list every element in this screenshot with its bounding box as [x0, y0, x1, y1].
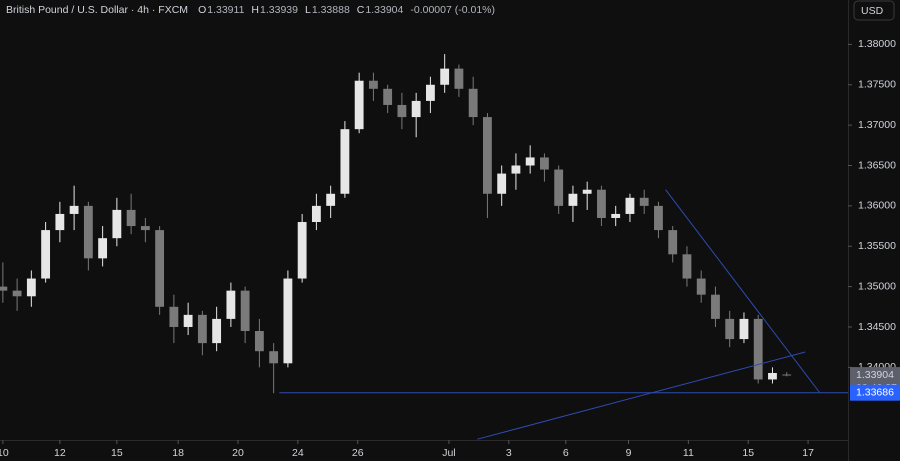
candle-body: [497, 173, 507, 194]
candle-body: [254, 331, 264, 352]
candle-body: [582, 189, 592, 194]
ohlc-value: 1.33939: [260, 4, 298, 16]
candle-body: [525, 157, 535, 166]
candle-body: [654, 205, 663, 231]
candle-body: [454, 68, 464, 89]
candle-body: [768, 372, 777, 380]
candle-body: [468, 88, 478, 118]
candle-body: [12, 290, 22, 297]
candle-body: [183, 314, 193, 327]
candle-body: [753, 318, 763, 380]
candle-body: [269, 351, 279, 364]
plot-area: [0, 54, 848, 440]
ohlc-key: H: [251, 4, 259, 16]
trendline: [477, 351, 806, 440]
candle-body: [155, 230, 165, 307]
ohlc-key: C: [357, 4, 365, 16]
currency-button[interactable]: [853, 0, 895, 21]
candle-body: [83, 205, 93, 259]
x-tick-label: 3: [506, 447, 512, 459]
chart-title: British Pound / U.S. Dollar · 4h · FXCM: [6, 4, 188, 16]
candle-body: [711, 294, 720, 319]
x-tick-label: Jul: [442, 447, 455, 459]
candle-body: [326, 193, 336, 206]
candle-body: [639, 197, 649, 206]
x-tick-label: 26: [352, 447, 364, 459]
candle-body: [240, 290, 250, 332]
candle-body: [112, 209, 122, 239]
x-tick-label: 20: [232, 447, 244, 459]
trendline: [665, 189, 820, 393]
currency-label[interactable]: USD: [861, 5, 884, 17]
x-tick-label: 15: [742, 447, 754, 459]
candle-body: [354, 80, 364, 130]
candle-body: [739, 318, 749, 340]
candle-body: [511, 165, 521, 174]
candle-body: [668, 230, 678, 255]
y-tick-label: 1.36500: [858, 159, 896, 171]
x-tick-label: 12: [54, 447, 66, 459]
candle-body: [311, 205, 321, 223]
candle-body: [411, 100, 421, 118]
x-tick-label: 17: [802, 447, 814, 459]
x-tick-label: 6: [563, 447, 569, 459]
candle-body: [212, 318, 222, 344]
candle-body: [425, 84, 435, 101]
candle-body: [368, 80, 378, 89]
header: British Pound / U.S. Dollar · 4h · FXCM …: [6, 4, 495, 16]
y-tick-label: 1.35500: [858, 240, 896, 252]
candle-body: [41, 230, 51, 279]
y-tick-label: 1.38000: [858, 38, 896, 50]
candle-body: [197, 314, 207, 344]
candle-body: [55, 213, 65, 231]
candle-body: [169, 306, 179, 327]
ohlc-key: O: [198, 4, 206, 16]
candle-body: [383, 88, 393, 105]
x-tick-label: 15: [111, 447, 123, 459]
x-tick-label: 10: [0, 447, 9, 459]
x-tick-label: 11: [683, 447, 694, 459]
candle-body: [397, 104, 407, 118]
x-tick-label: 24: [292, 447, 304, 459]
candle-body: [440, 68, 450, 85]
y-tick-label: 1.34500: [858, 321, 896, 333]
candle-body: [540, 157, 549, 170]
candle-body: [26, 278, 36, 297]
candle-body: [126, 209, 136, 227]
candle-body: [283, 278, 293, 364]
ohlc-value: 1.33888: [312, 4, 350, 16]
candle-body: [568, 193, 578, 206]
ohlc-value: 1.33911: [207, 4, 244, 16]
candle-body: [69, 205, 79, 214]
candle-body: [696, 278, 706, 295]
candle-body: [611, 213, 621, 218]
candle-body: [226, 290, 236, 319]
candle-body: [297, 222, 307, 279]
y-tick-label: 1.37500: [858, 79, 896, 91]
level-price-box: [850, 384, 900, 401]
change: -0.00007 (-0.01%): [410, 4, 495, 16]
y-tick-label: 1.35000: [858, 280, 896, 292]
candle-body: [483, 117, 492, 194]
x-tick-label: 9: [626, 447, 632, 459]
x-tick-label: 18: [172, 447, 184, 459]
candle-body: [782, 374, 792, 376]
candle-body: [0, 286, 8, 291]
level-price-label: 1.33686: [856, 386, 894, 398]
y-tick-label: 1.36000: [858, 200, 896, 212]
ohlc-key: L: [305, 4, 311, 16]
candle-body: [140, 226, 150, 231]
candle-body: [725, 318, 735, 340]
candle-body: [98, 238, 108, 259]
candle-body: [597, 189, 606, 218]
candle-body: [625, 197, 635, 214]
ohlc-value: 1.33904: [365, 4, 403, 16]
last-price-label: 1.33904: [856, 369, 894, 381]
candle-body: [340, 129, 350, 194]
y-tick-label: 1.37000: [858, 119, 896, 131]
candle-body: [554, 169, 564, 206]
candle-body: [682, 254, 692, 279]
